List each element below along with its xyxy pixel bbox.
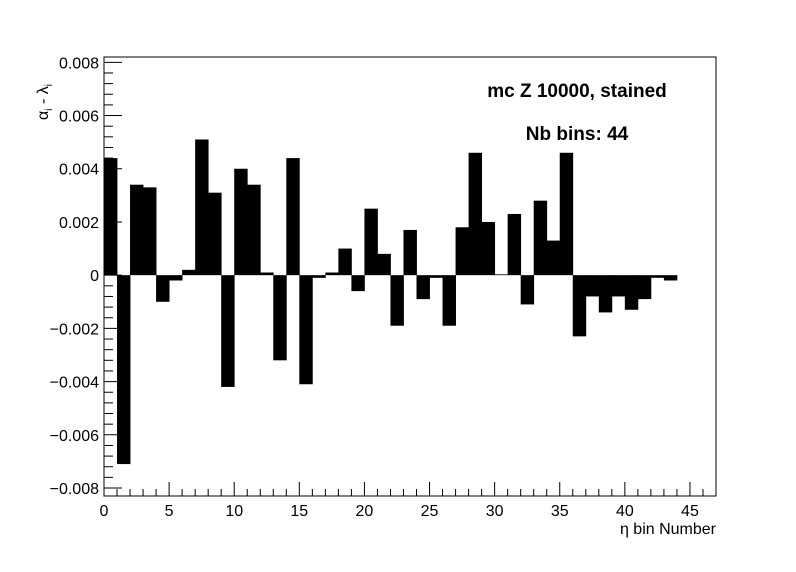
y-tick-label: −0.006 bbox=[50, 428, 99, 445]
y-tick-label: −0.002 bbox=[50, 321, 99, 338]
bar-bin-43 bbox=[663, 275, 678, 281]
bar-bin-39 bbox=[611, 275, 626, 297]
bar-bin-7 bbox=[195, 139, 209, 276]
bar-bin-0 bbox=[104, 158, 118, 276]
x-tick-label: 0 bbox=[100, 503, 109, 520]
bar-bin-12 bbox=[260, 272, 274, 276]
bar-bin-21 bbox=[377, 253, 391, 276]
bar-bin-5 bbox=[169, 275, 183, 281]
y-tick-label: 0 bbox=[90, 268, 99, 285]
x-axis-ticks bbox=[103, 482, 717, 496]
bar-bin-36 bbox=[572, 275, 587, 337]
bar-bin-41 bbox=[637, 275, 652, 300]
y-tick-label: −0.008 bbox=[50, 481, 99, 498]
x-tick-label: 5 bbox=[165, 503, 174, 520]
bar-bin-8 bbox=[208, 192, 222, 276]
plot-frame bbox=[103, 56, 717, 497]
y-title-alpha: α bbox=[35, 111, 52, 120]
y-title-dash: - bbox=[35, 94, 52, 108]
bar-bin-29 bbox=[481, 221, 496, 276]
x-axis-tick-labels: 0 5 10 15 20 25 30 35 40 45 bbox=[100, 503, 699, 520]
x-tick-label: 45 bbox=[681, 503, 699, 520]
y-title-sub-i: i bbox=[44, 108, 55, 110]
x-tick-label: 15 bbox=[290, 503, 308, 520]
bar-bin-1 bbox=[117, 275, 131, 465]
bar-bin-38 bbox=[598, 275, 613, 313]
bar-bin-24 bbox=[416, 275, 430, 300]
y-axis-title: αi - λi bbox=[35, 84, 55, 120]
bar-bin-10 bbox=[234, 168, 248, 276]
bar-bin-3 bbox=[143, 187, 157, 276]
bar-bin-2 bbox=[130, 184, 144, 276]
bar-bin-6 bbox=[182, 269, 196, 276]
y-axis-ticks bbox=[104, 61, 122, 489]
bar-bin-13 bbox=[273, 275, 287, 361]
bar-bin-26 bbox=[442, 275, 456, 326]
bar-bin-14 bbox=[286, 158, 300, 276]
bar-bin-17 bbox=[325, 272, 339, 276]
bar-bin-28 bbox=[468, 152, 483, 276]
bar-bin-31 bbox=[507, 213, 522, 276]
y-axis-tick-labels: −0.008 −0.006 −0.004 −0.002 0 0.002 0.004 0.006… bbox=[50, 55, 99, 498]
bar-bin-11 bbox=[247, 184, 261, 276]
bar-bin-22 bbox=[390, 275, 404, 326]
bar-bin-15 bbox=[299, 275, 313, 385]
x-tick-label: 40 bbox=[616, 503, 634, 520]
bar-bin-40 bbox=[624, 275, 639, 310]
bar-bin-33 bbox=[533, 200, 548, 276]
bar-bin-42 bbox=[650, 275, 665, 278]
annotation-title: mc Z 10000, stained bbox=[487, 81, 667, 102]
x-axis-title: η bin Number bbox=[620, 521, 717, 538]
bar-bin-18 bbox=[338, 248, 352, 276]
y-tick-label: 0.004 bbox=[59, 162, 99, 179]
annotation-bin-count: Nb bins: 44 bbox=[526, 124, 629, 145]
x-tick-label: 25 bbox=[421, 503, 439, 520]
x-tick-label: 30 bbox=[486, 503, 504, 520]
bar-bin-20 bbox=[364, 208, 378, 276]
bar-bin-30 bbox=[494, 274, 509, 276]
bar-bin-34 bbox=[546, 240, 561, 276]
bar-bin-37 bbox=[585, 275, 600, 297]
y-tick-label: 0.002 bbox=[59, 215, 99, 232]
bar-bin-25 bbox=[429, 275, 443, 278]
bars bbox=[104, 139, 678, 465]
x-tick-label: 20 bbox=[356, 503, 374, 520]
bar-bin-35 bbox=[559, 152, 574, 276]
bar-bin-32 bbox=[520, 275, 535, 305]
x-tick-label: 10 bbox=[225, 503, 243, 520]
y-tick-label: 0.006 bbox=[59, 109, 99, 126]
bar-bin-23 bbox=[403, 229, 417, 276]
x-tick-label: 35 bbox=[551, 503, 569, 520]
bar-bin-27 bbox=[455, 227, 469, 276]
y-title-lambda: λ bbox=[35, 86, 52, 94]
y-tick-label: 0.008 bbox=[59, 55, 99, 72]
y-title-sub-i2: i bbox=[44, 84, 55, 86]
bar-bin-4 bbox=[156, 275, 170, 302]
y-tick-label: −0.004 bbox=[50, 375, 99, 392]
bar-bin-19 bbox=[351, 275, 365, 292]
bar-bin-16 bbox=[312, 275, 326, 278]
bar-bin-9 bbox=[221, 275, 235, 387]
